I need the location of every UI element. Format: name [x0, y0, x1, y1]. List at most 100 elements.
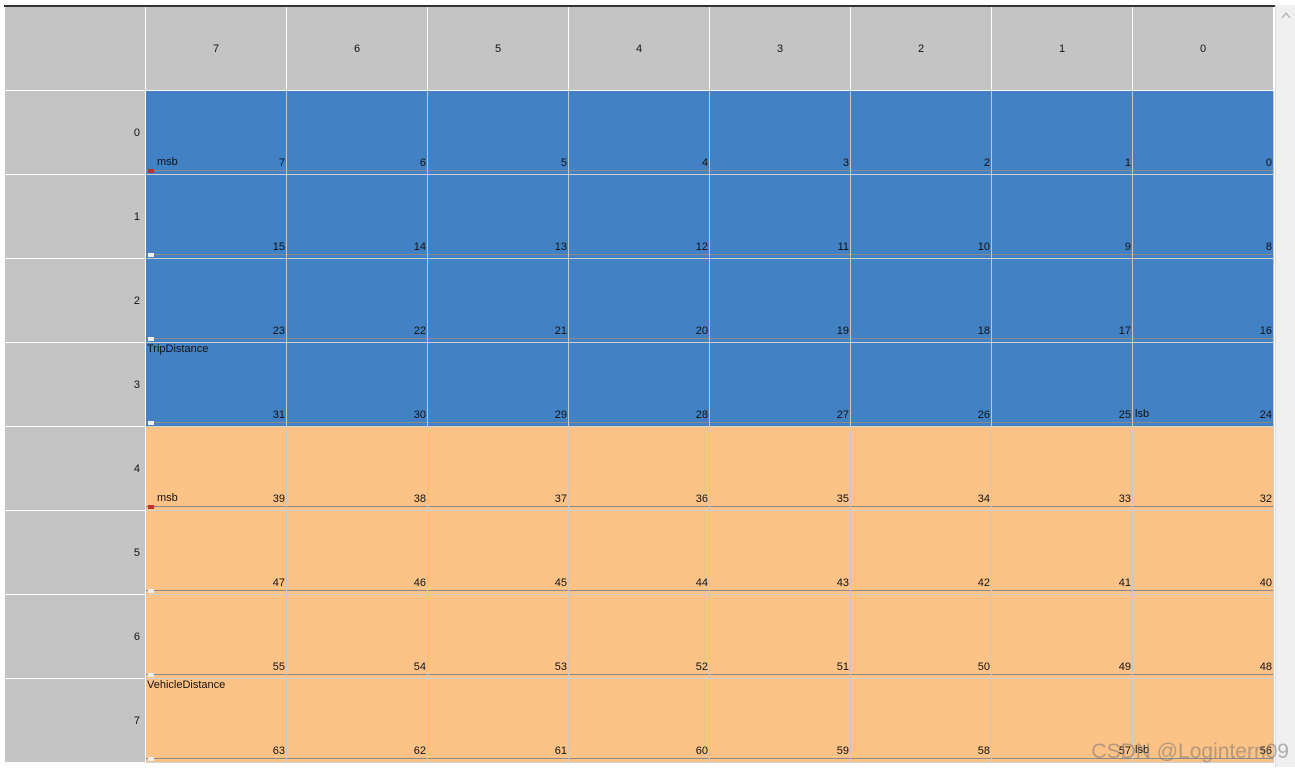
bit-number: 3: [842, 157, 849, 169]
row-header: 0: [5, 91, 146, 175]
signal-line: [992, 590, 1132, 591]
row-header: 1: [5, 175, 146, 259]
signal-line: [287, 254, 427, 255]
bit-cell: 1: [992, 91, 1133, 175]
column-header: 5: [428, 7, 569, 91]
corner-header: [5, 7, 146, 91]
bit-cell: 19: [710, 259, 851, 343]
bit-cell: 17: [992, 259, 1133, 343]
bit-cell: 61: [428, 679, 569, 763]
signal-line: [428, 422, 568, 423]
signal-line: [146, 506, 286, 507]
signal-line: [710, 506, 850, 507]
signal-line: [992, 422, 1132, 423]
bit-cell: 57: [992, 679, 1133, 763]
bit-number: 39: [272, 493, 285, 505]
column-header: 2: [851, 7, 992, 91]
row-header: 5: [5, 511, 146, 595]
arrow-marker: [148, 253, 154, 257]
bit-cell: 3: [710, 91, 851, 175]
bit-number: 51: [836, 661, 849, 673]
bit-number: 24: [1259, 409, 1272, 421]
bit-number: 18: [977, 325, 990, 337]
signal-line: [710, 590, 850, 591]
bit-cell: 49: [992, 595, 1133, 679]
bit-number: 54: [413, 661, 426, 673]
bit-cell: 56 lsb: [1133, 679, 1274, 763]
bit-number: 30: [413, 409, 426, 421]
bit-cell: 54: [287, 595, 428, 679]
bit-number: 31: [272, 409, 285, 421]
signal-line: [428, 170, 568, 171]
bit-number: 21: [554, 325, 567, 337]
bit-number: 56: [1259, 745, 1272, 757]
signal-line: [1133, 338, 1273, 339]
msb-label: msb: [157, 156, 178, 168]
bit-cell: 8: [1133, 175, 1274, 259]
signal-line: [569, 422, 709, 423]
bit-cell: 20: [569, 259, 710, 343]
bit-number: 32: [1259, 493, 1272, 505]
signal-line: [992, 506, 1132, 507]
bit-number: 63: [272, 745, 285, 757]
bit-number: 6: [419, 157, 426, 169]
signal-line: [146, 254, 286, 255]
signal-line: [146, 338, 286, 339]
bit-number: 12: [695, 241, 708, 253]
signal-line: [1133, 758, 1273, 759]
arrow-marker: [148, 505, 154, 509]
signal-line: [992, 170, 1132, 171]
signal-line: [710, 338, 850, 339]
bit-cell: 51: [710, 595, 851, 679]
bit-number: 2: [983, 157, 990, 169]
bit-number: 44: [695, 577, 708, 589]
bit-number: 19: [836, 325, 849, 337]
bit-number: 35: [836, 493, 849, 505]
bit-cell: 4: [569, 91, 710, 175]
bit-number: 23: [272, 325, 285, 337]
bit-cell: 60: [569, 679, 710, 763]
scrollbar[interactable]: [1275, 5, 1295, 767]
bit-number: 28: [695, 409, 708, 421]
signal-line: [569, 254, 709, 255]
bit-cell: 59: [710, 679, 851, 763]
bit-cell: 15: [146, 175, 287, 259]
bit-cell: 0: [1133, 91, 1274, 175]
bit-number: 14: [413, 241, 426, 253]
signal-line: [851, 422, 991, 423]
bit-number: 55: [272, 661, 285, 673]
bit-number: 49: [1118, 661, 1131, 673]
bit-cell: 18: [851, 259, 992, 343]
bit-cell: 7 msb: [146, 91, 287, 175]
top-border: [4, 5, 1275, 7]
bit-number: 61: [554, 745, 567, 757]
signal-line: [710, 422, 850, 423]
bit-number: 13: [554, 241, 567, 253]
bit-number: 10: [977, 241, 990, 253]
bit-number: 15: [272, 241, 285, 253]
bit-number: 53: [554, 661, 567, 673]
bit-cell: 25: [992, 343, 1133, 427]
bit-number: 36: [695, 493, 708, 505]
signal-line: [287, 422, 427, 423]
lsb-label: lsb: [1135, 744, 1150, 756]
bit-number: 29: [554, 409, 567, 421]
signal-line: [1133, 674, 1273, 675]
scroll-up[interactable]: [1276, 5, 1295, 25]
bit-cell: 40: [1133, 511, 1274, 595]
signal-line: [851, 674, 991, 675]
signal-line: [146, 590, 286, 591]
bit-number: 26: [977, 409, 990, 421]
bit-cell: 48: [1133, 595, 1274, 679]
bit-cell: 10: [851, 175, 992, 259]
bit-cell: 44: [569, 511, 710, 595]
bit-cell: 13: [428, 175, 569, 259]
bit-cell: 62: [287, 679, 428, 763]
signal-line: [428, 758, 568, 759]
signal-name: VehicleDistance: [147, 679, 226, 691]
bit-number: 47: [272, 577, 285, 589]
bit-number: 34: [977, 493, 990, 505]
signal-line: [1133, 506, 1273, 507]
bit-number: 5: [560, 157, 567, 169]
bit-cell: 35: [710, 427, 851, 511]
